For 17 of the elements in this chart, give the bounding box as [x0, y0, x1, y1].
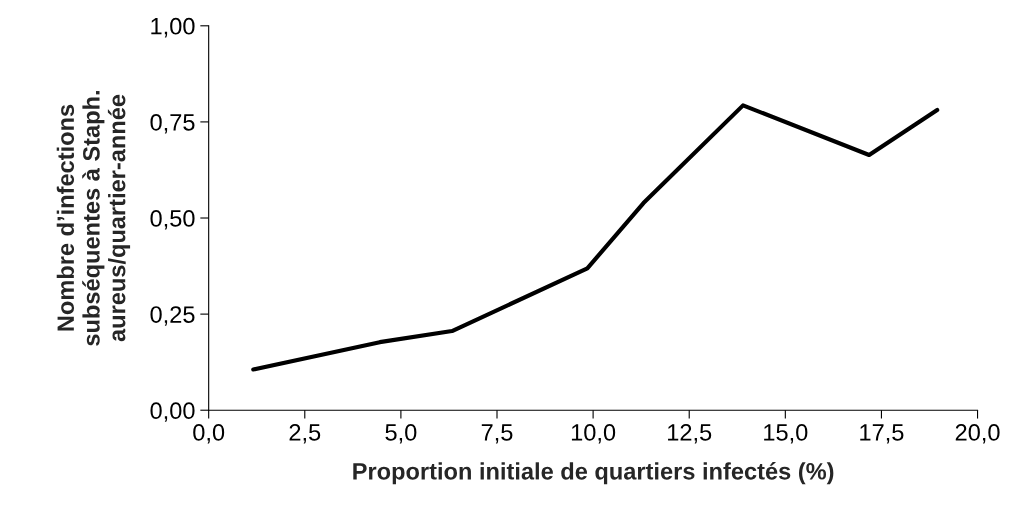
y-axis-title: Nombre d’infections subséquentes à Staph. aureus/quartier-année: [56, 91, 131, 346]
x-tick-label: 17,5: [860, 424, 904, 444]
y-tick-label: 0,25: [150, 306, 195, 326]
x-tick-label: 12,5: [668, 424, 712, 444]
line-series: [251, 103, 940, 372]
x-tick-label: 15,0: [764, 424, 808, 444]
y-tick-label: 1,00: [151, 17, 195, 38]
x-tick-label: 2,5: [289, 424, 321, 444]
x-tick-label: 7,5: [481, 424, 513, 444]
y-tick-label: 0,75: [150, 113, 195, 134]
y-tick-label: 0,50: [150, 210, 195, 230]
x-axis-title: Proportion initiale de quartiers infectés (%): [353, 462, 834, 485]
x-tick-label: 5,0: [385, 424, 417, 444]
x-tick-label: 0,0: [193, 424, 225, 444]
y-tick-label: 0,00: [150, 402, 195, 422]
x-tick-label: 20,0: [955, 424, 1000, 444]
x-tick-label: 10,0: [571, 424, 616, 444]
